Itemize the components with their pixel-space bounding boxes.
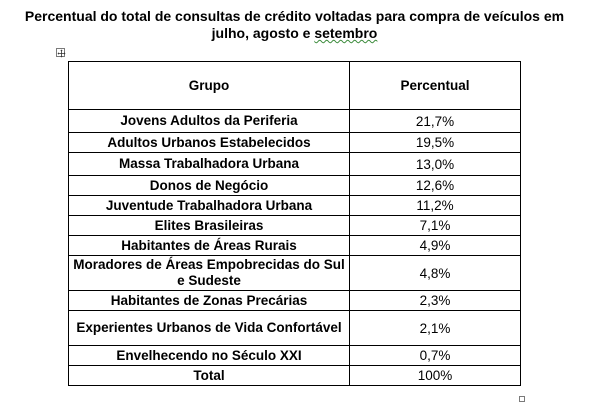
table-row: Habitantes de Áreas Rurais 4,9% (68, 235, 521, 256)
total-group-cell: Total (68, 365, 350, 386)
header-group: Grupo (68, 61, 350, 110)
row-percent-cell: 7,1% (349, 215, 521, 236)
row-percent-cell: 13,0% (349, 152, 521, 176)
title-line-2-prefix: julho, agosto e (211, 25, 315, 41)
row-group-cell: Jovens Adultos da Periferia (68, 109, 350, 133)
title-line-2: julho, agosto e setembro (0, 25, 589, 42)
table-row: Envelhecendo no Século XXI 0,7% (68, 345, 521, 366)
table-move-handle-icon[interactable] (56, 48, 66, 58)
row-percent-cell: 11,2% (349, 195, 521, 216)
row-percent-cell: 19,5% (349, 132, 521, 153)
header-percent: Percentual (349, 61, 521, 110)
row-percent-cell: 21,7% (349, 109, 521, 133)
table-row: Experientes Urbanos de Vida Confortável … (68, 310, 521, 346)
row-percent-cell: 4,9% (349, 235, 521, 256)
row-percent-cell: 2,3% (349, 290, 521, 311)
row-group-cell: Envelhecendo no Século XXI (68, 345, 350, 366)
table-header-row: Grupo Percentual (68, 61, 521, 110)
row-group-cell: Elites Brasileiras (68, 215, 350, 236)
table-row: Juventude Trabalhadora Urbana 11,2% (68, 195, 521, 216)
table-row: Donos de Negócio 12,6% (68, 175, 521, 196)
table-row: Elites Brasileiras 7,1% (68, 215, 521, 236)
row-group-cell: Massa Trabalhadora Urbana (68, 152, 350, 176)
row-percent-cell: 4,8% (349, 255, 521, 291)
table-total-row: Total 100% (68, 365, 521, 386)
row-group-cell: Donos de Negócio (68, 175, 350, 196)
table-row: Jovens Adultos da Periferia 21,7% (68, 109, 521, 133)
row-percent-cell: 12,6% (349, 175, 521, 196)
row-group-cell: Experientes Urbanos de Vida Confortável (68, 310, 350, 346)
row-percent-cell: 0,7% (349, 345, 521, 366)
table-row: Adultos Urbanos Estabelecidos 19,5% (68, 132, 521, 153)
total-percent-cell: 100% (349, 365, 521, 386)
row-group-cell: Moradores de Áreas Empobrecidas do Sul e… (68, 255, 350, 291)
row-percent-cell: 2,1% (349, 310, 521, 346)
table-row: Moradores de Áreas Empobrecidas do Sul e… (68, 255, 521, 291)
table-resize-handle[interactable] (519, 396, 525, 402)
table-row: Massa Trabalhadora Urbana 13,0% (68, 152, 521, 176)
row-group-cell: Habitantes de Áreas Rurais (68, 235, 350, 256)
document-title: Percentual do total de consultas de créd… (0, 8, 589, 42)
row-group-cell: Habitantes de Zonas Precárias (68, 290, 350, 311)
credit-consultation-table: Grupo Percentual Jovens Adultos da Perif… (68, 61, 521, 386)
table-row: Habitantes de Zonas Precárias 2,3% (68, 290, 521, 311)
row-group-cell: Adultos Urbanos Estabelecidos (68, 132, 350, 153)
row-group-cell: Juventude Trabalhadora Urbana (68, 195, 350, 216)
title-spellcheck-word: setembro (314, 25, 378, 41)
title-line-1: Percentual do total de consultas de créd… (24, 8, 565, 24)
